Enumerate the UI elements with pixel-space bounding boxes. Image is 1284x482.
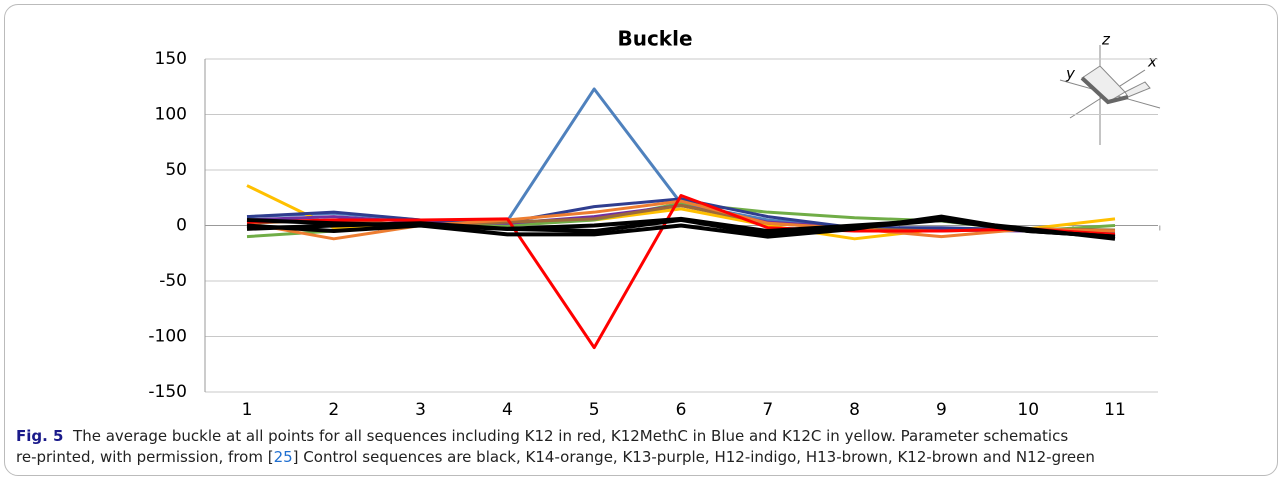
x-tick-label: 11 [1104, 400, 1126, 420]
x-tick-label: 5 [589, 400, 600, 420]
x-tick-label: 10 [1017, 400, 1039, 420]
y-tick-label: 150 [155, 49, 187, 69]
inset-label: y [1065, 65, 1076, 83]
x-tick-label: 1 [242, 400, 253, 420]
caption: Fig. 5 The average buckle at all points … [16, 426, 1095, 468]
y-tick-label: -150 [148, 382, 187, 402]
x-tick-label: 2 [328, 400, 339, 420]
x-tick-label: 3 [415, 400, 426, 420]
caption-label: Fig. 5 [16, 427, 63, 445]
caption-ref[interactable]: 25 [274, 448, 293, 466]
x-tick-label: 6 [676, 400, 687, 420]
x-tick-label: 9 [936, 400, 947, 420]
caption-text: The average buckle at all points for all… [73, 427, 1068, 445]
y-tick-label: -50 [159, 271, 187, 291]
inset-label: x [1147, 53, 1157, 71]
y-tick-label: 100 [155, 105, 187, 125]
x-tick-label: 7 [762, 400, 773, 420]
y-tick-label: -100 [148, 327, 187, 347]
chart-title: Buckle [617, 27, 692, 51]
inset-schematic [1060, 45, 1160, 145]
chart: Buckle z y x -150 -100 -50 0 50 100 150 1 2 3 4 5 6 7… [0, 0, 1284, 420]
x-tick-label: 4 [502, 400, 513, 420]
y-tick-label: 0 [176, 216, 187, 236]
caption-text: ] Control sequences are black, K14-orang… [293, 448, 1095, 466]
inset-label: z [1101, 31, 1111, 49]
figure: Buckle z y x -150 -100 -50 0 50 100 150 1 2 3 4 5 6 7… [0, 0, 1284, 482]
y-tick-label: 50 [165, 160, 187, 180]
caption-text: re-printed, with permission, from [ [16, 448, 274, 466]
x-tick-label: 8 [849, 400, 860, 420]
